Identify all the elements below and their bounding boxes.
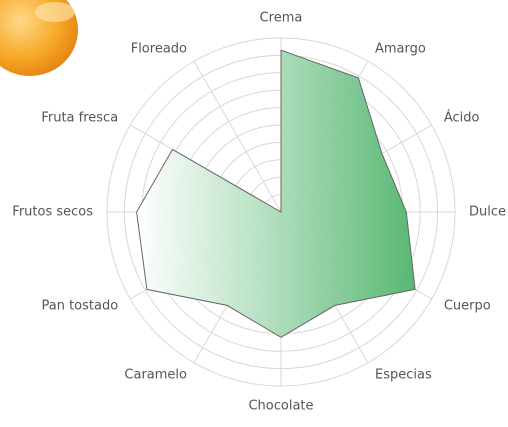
axis-label: Crema (260, 11, 303, 26)
chart: Crema Amargo Ácido Dulce Cuerpo Especias Choco… (0, 0, 508, 427)
axis-label: Especias (375, 367, 432, 382)
axis-label: Dulce (469, 205, 506, 220)
axis-label: Ácido (444, 110, 480, 126)
axis-label: Amargo (375, 42, 426, 57)
axis-label: Caramelo (124, 367, 187, 382)
axis-label: Floreado (131, 42, 187, 57)
axis-label: Pan tostado (41, 299, 118, 314)
honey-jar (0, 0, 78, 76)
axis-label: Fruta fresca (41, 111, 118, 126)
axis-label: Frutos secos (12, 205, 93, 220)
plot: Crema Amargo Ácido Dulce Cuerpo Especias Choco… (12, 11, 506, 414)
axis-label: Cuerpo (444, 299, 491, 314)
axis-label: Chocolate (248, 399, 313, 414)
